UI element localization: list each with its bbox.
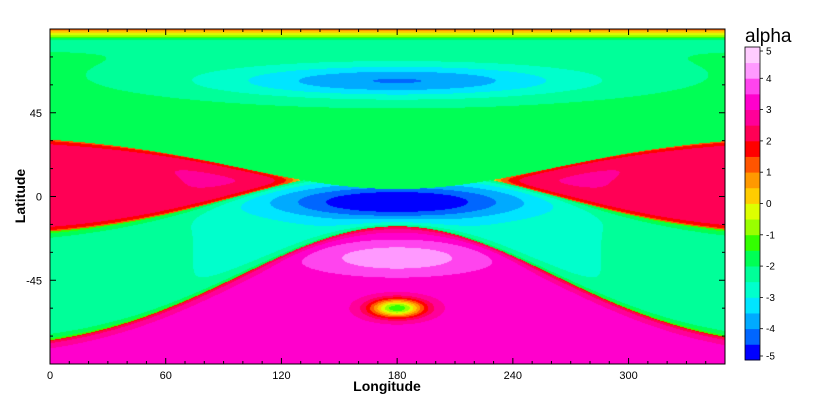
- y-axis-title: Latitude: [12, 169, 28, 224]
- x-tick-label: 300: [619, 370, 637, 382]
- colorbar-swatch: [745, 328, 760, 345]
- x-tick-label: 180: [388, 370, 406, 382]
- colorbar-tick-label: -1: [766, 230, 775, 241]
- plot-area: [49, 28, 726, 365]
- colorbar-tick-label: -3: [766, 293, 775, 304]
- colorbar-swatch: [745, 62, 760, 79]
- colorbar-tick-label: 3: [766, 105, 772, 116]
- x-tick-label: 240: [504, 370, 522, 382]
- colorbar-swatch: [745, 47, 760, 64]
- colorbar-swatch: [745, 281, 760, 298]
- colorbar-tick-label: -2: [766, 262, 775, 273]
- colorbar-tick-label: -5: [766, 352, 775, 363]
- colorbar-swatches: [744, 46, 761, 361]
- colorbar-tick-label: -4: [766, 324, 775, 335]
- colorbar-swatch: [745, 140, 760, 157]
- colorbar-swatch: [745, 93, 760, 110]
- y-tick-label: -45: [26, 275, 42, 287]
- colorbar-swatch: [745, 344, 760, 361]
- x-axis-title: Longitude: [353, 378, 421, 394]
- colorbar-swatch: [745, 78, 760, 95]
- y-tick-label: 45: [30, 108, 42, 120]
- colorbar-tick-label: 5: [766, 47, 772, 58]
- x-tick-label: 0: [47, 370, 53, 382]
- colorbar-swatch: [745, 172, 760, 189]
- colorbar-swatch: [745, 234, 760, 251]
- colorbar-swatch: [745, 266, 760, 283]
- colorbar-title: alpha: [745, 26, 792, 47]
- x-tick-label: 60: [160, 370, 172, 382]
- colorbar-swatch: [745, 250, 760, 267]
- colorbar-swatch: [745, 125, 760, 142]
- colorbar-swatch: [745, 219, 760, 236]
- colorbar-tick-label: 0: [766, 199, 772, 210]
- x-axis: 0 60 120 180 240 300: [47, 29, 707, 382]
- colorbar-swatch: [745, 156, 760, 173]
- x-tick-label: 120: [272, 370, 290, 382]
- y-axis: 45 0 -45: [26, 56, 725, 337]
- colorbar-swatch: [745, 203, 760, 220]
- colorbar-swatch: [745, 313, 760, 330]
- colorbar-tick-label: 4: [766, 74, 772, 85]
- alpha-contour-field: [50, 29, 725, 364]
- colorbar-ticks: 5 4 3 2 1 0 -1 -2 -3 -4 -5: [760, 47, 775, 363]
- colorbar-tick-label: 1: [766, 168, 772, 179]
- y-tick-label: 0: [36, 192, 42, 204]
- colorbar-legend: alpha 5 4 3 2 1 0 -1 -2 -3 -4 -5: [744, 26, 792, 363]
- colorbar-swatch: [745, 297, 760, 314]
- colorbar-tick-label: 2: [766, 136, 772, 147]
- colorbar-swatch: [745, 187, 760, 204]
- colorbar-swatch: [745, 109, 760, 126]
